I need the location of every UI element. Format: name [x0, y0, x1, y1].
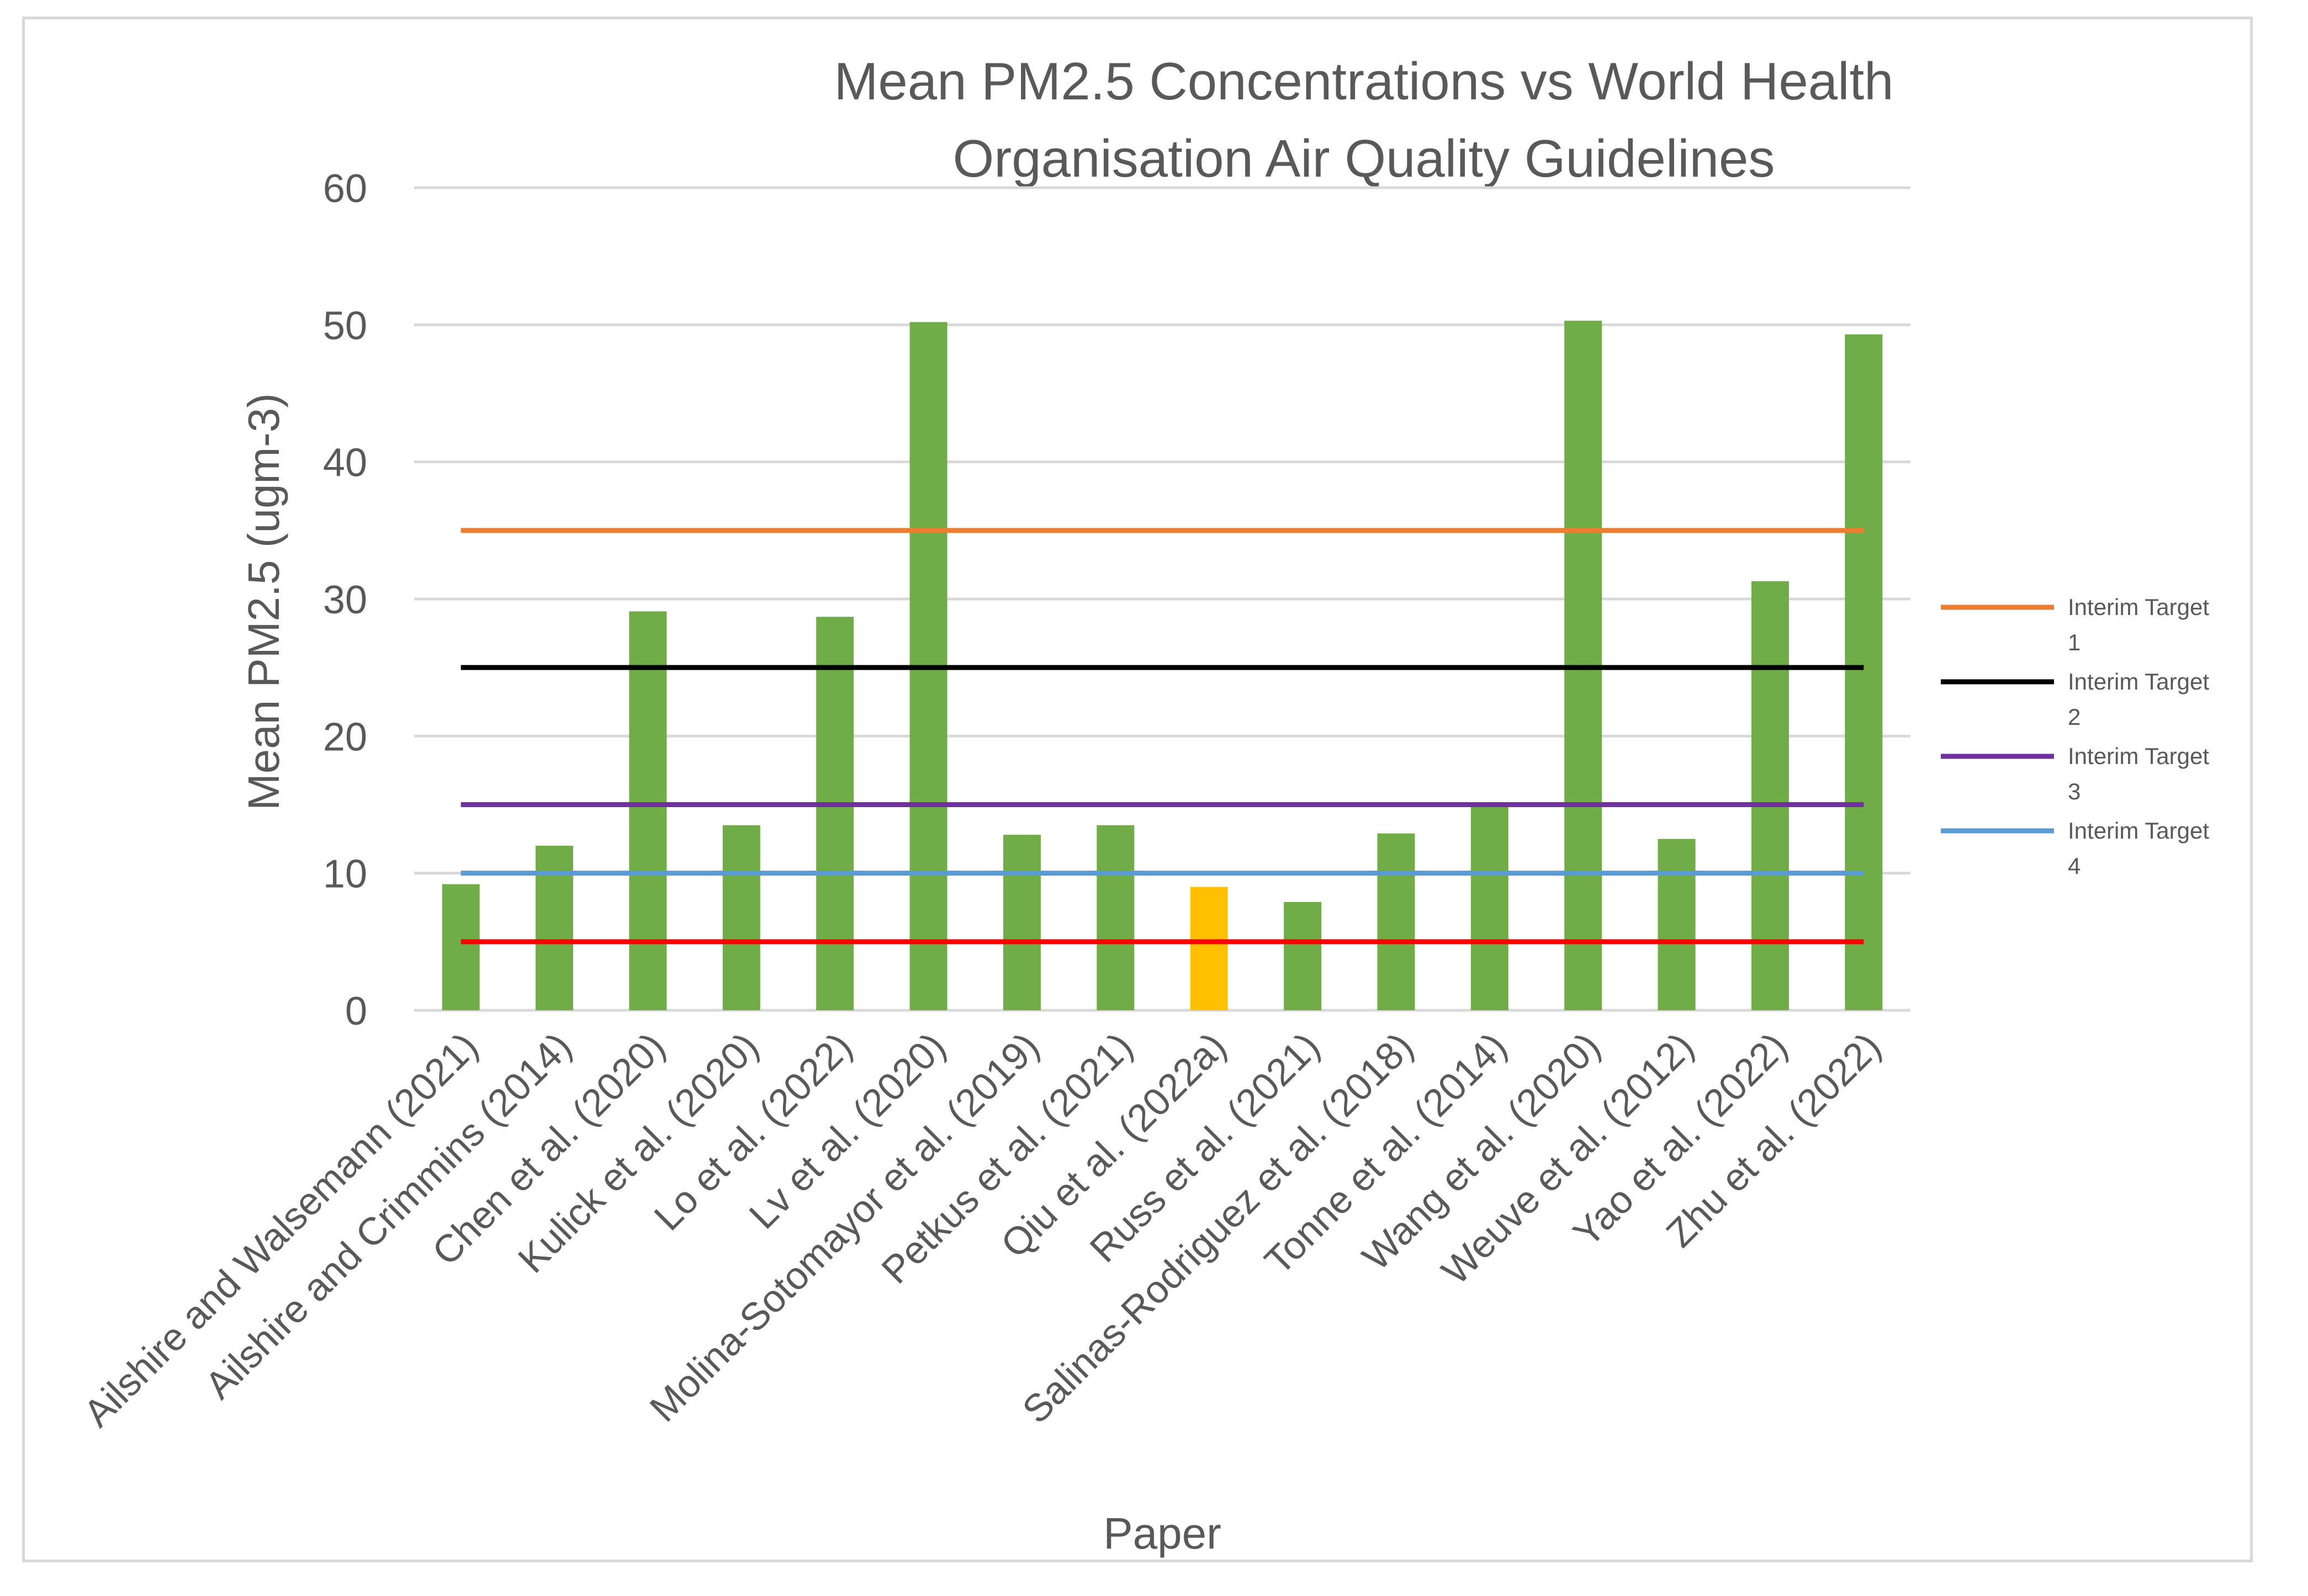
bar [1377, 833, 1415, 1010]
y-tick-label: 50 [323, 304, 367, 348]
legend-label: Interim Target [2068, 669, 2209, 694]
legend: Interim Target 1 Interim Target 2 Interim Ta… [1941, 594, 2209, 879]
x-axis-title: Paper [1103, 1509, 1221, 1558]
bar [1003, 835, 1041, 1010]
bar [1284, 902, 1322, 1010]
bar [1470, 804, 1508, 1010]
x-category-label: Ailshire and Walsemann (2021) [75, 1024, 486, 1435]
bar [1190, 887, 1228, 1010]
legend-label-index: 4 [2068, 853, 2081, 879]
x-axis-category-labels: Ailshire and Walsemann (2021)Ailshire an… [75, 1024, 1888, 1435]
y-tick-label: 10 [323, 852, 367, 897]
y-axis-title: Mean PM2.5 (ugm-3) [239, 393, 288, 810]
bar [1751, 581, 1789, 1010]
legend-label-index: 3 [2068, 778, 2081, 804]
y-tick-label: 0 [345, 989, 367, 1033]
legend-label-index: 1 [2068, 629, 2081, 655]
reference-lines [460, 528, 1864, 945]
bar [816, 617, 854, 1010]
bar [1097, 825, 1135, 1010]
y-tick-label: 30 [323, 578, 367, 622]
legend-label: Interim Target [2068, 743, 2209, 769]
legend-label-index: 2 [2068, 704, 2081, 730]
chart-title-line-1: Mean PM2.5 Concentrations vs World Healt… [834, 52, 1893, 111]
bar [536, 846, 574, 1010]
y-tick-label: 20 [323, 715, 367, 759]
y-tick-label: 60 [323, 167, 367, 211]
bar [629, 611, 667, 1010]
legend-label: Interim Target [2068, 818, 2209, 844]
y-tick-label: 40 [323, 441, 367, 485]
bar [1658, 839, 1696, 1010]
x-category-label: Ailshire and Crimmins (2014) [197, 1024, 579, 1407]
legend-label: Interim Target [2068, 594, 2209, 620]
bar [442, 884, 480, 1010]
y-axis-ticks: 0 10 20 30 40 50 60 [323, 167, 367, 1033]
bar [722, 825, 760, 1010]
bar [1845, 334, 1883, 1010]
chart-title-line-2: Organisation Air Quality Guidelines [953, 129, 1775, 188]
